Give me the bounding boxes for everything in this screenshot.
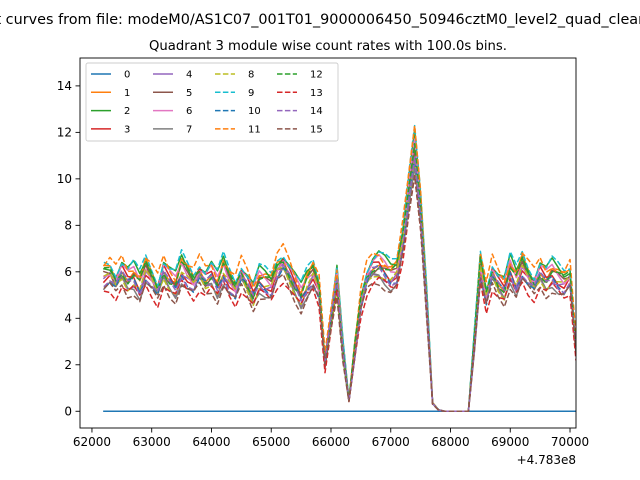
y-tick-label: 8 xyxy=(64,219,72,233)
series-line-15 xyxy=(103,174,576,413)
legend-label-1: 1 xyxy=(124,88,130,99)
legend-label-11: 11 xyxy=(248,125,261,136)
x-tick-label: 66000 xyxy=(312,435,350,449)
axes-frame xyxy=(79,57,577,429)
legend-label-6: 6 xyxy=(186,106,192,117)
legend-label-15: 15 xyxy=(310,125,323,136)
x-tick-label: 70000 xyxy=(551,435,589,449)
x-tick-label: 62000 xyxy=(73,435,111,449)
y-tick-label: 2 xyxy=(64,358,72,372)
series-layer xyxy=(102,124,576,413)
x-tick-label: 63000 xyxy=(133,435,171,449)
y-axis: 0 2 4 6 8 10 12 14 xyxy=(57,79,80,418)
series-line-14 xyxy=(103,156,576,413)
legend-label-8: 8 xyxy=(248,70,254,81)
y-tick-label: 14 xyxy=(57,79,72,93)
y-tick-label: 4 xyxy=(64,312,72,326)
legend-label-3: 3 xyxy=(124,125,130,136)
legend-label-7: 7 xyxy=(186,125,192,136)
chart-title: Quadrant 3 module wise count rates with … xyxy=(149,39,507,54)
legend-frame xyxy=(85,62,339,142)
x-tick-label: 68000 xyxy=(431,435,469,449)
legend-label-2: 2 xyxy=(124,106,130,117)
legend-label-10: 10 xyxy=(248,106,261,117)
x-tick-label: 65000 xyxy=(252,435,290,449)
series-line-10 xyxy=(103,156,576,413)
legend-label-4: 4 xyxy=(186,70,192,81)
x-axis: 62000 63000 64000 65000 66000 67000 68000 69000… xyxy=(73,428,589,449)
y-tick-label: 0 xyxy=(64,404,72,418)
y-tick-label: 6 xyxy=(64,265,72,279)
legend-label-14: 14 xyxy=(310,106,323,117)
legend-label-13: 13 xyxy=(310,88,323,99)
y-tick-label: 10 xyxy=(57,172,72,186)
figure-suptitle: Light curves from file: modeM0/AS1C07_00… xyxy=(0,12,640,28)
series-line-12 xyxy=(103,143,576,413)
x-tick-label: 69000 xyxy=(491,435,529,449)
y-tick-label: 12 xyxy=(57,126,72,140)
x-tick-label: 64000 xyxy=(192,435,230,449)
x-tick-label: 67000 xyxy=(372,435,410,449)
legend-label-0: 0 xyxy=(124,70,130,81)
legend-label-5: 5 xyxy=(186,88,192,99)
legend-label-9: 9 xyxy=(248,88,254,99)
legend-label-12: 12 xyxy=(310,70,323,81)
x-offset-label: +4.783e8 xyxy=(517,453,576,467)
